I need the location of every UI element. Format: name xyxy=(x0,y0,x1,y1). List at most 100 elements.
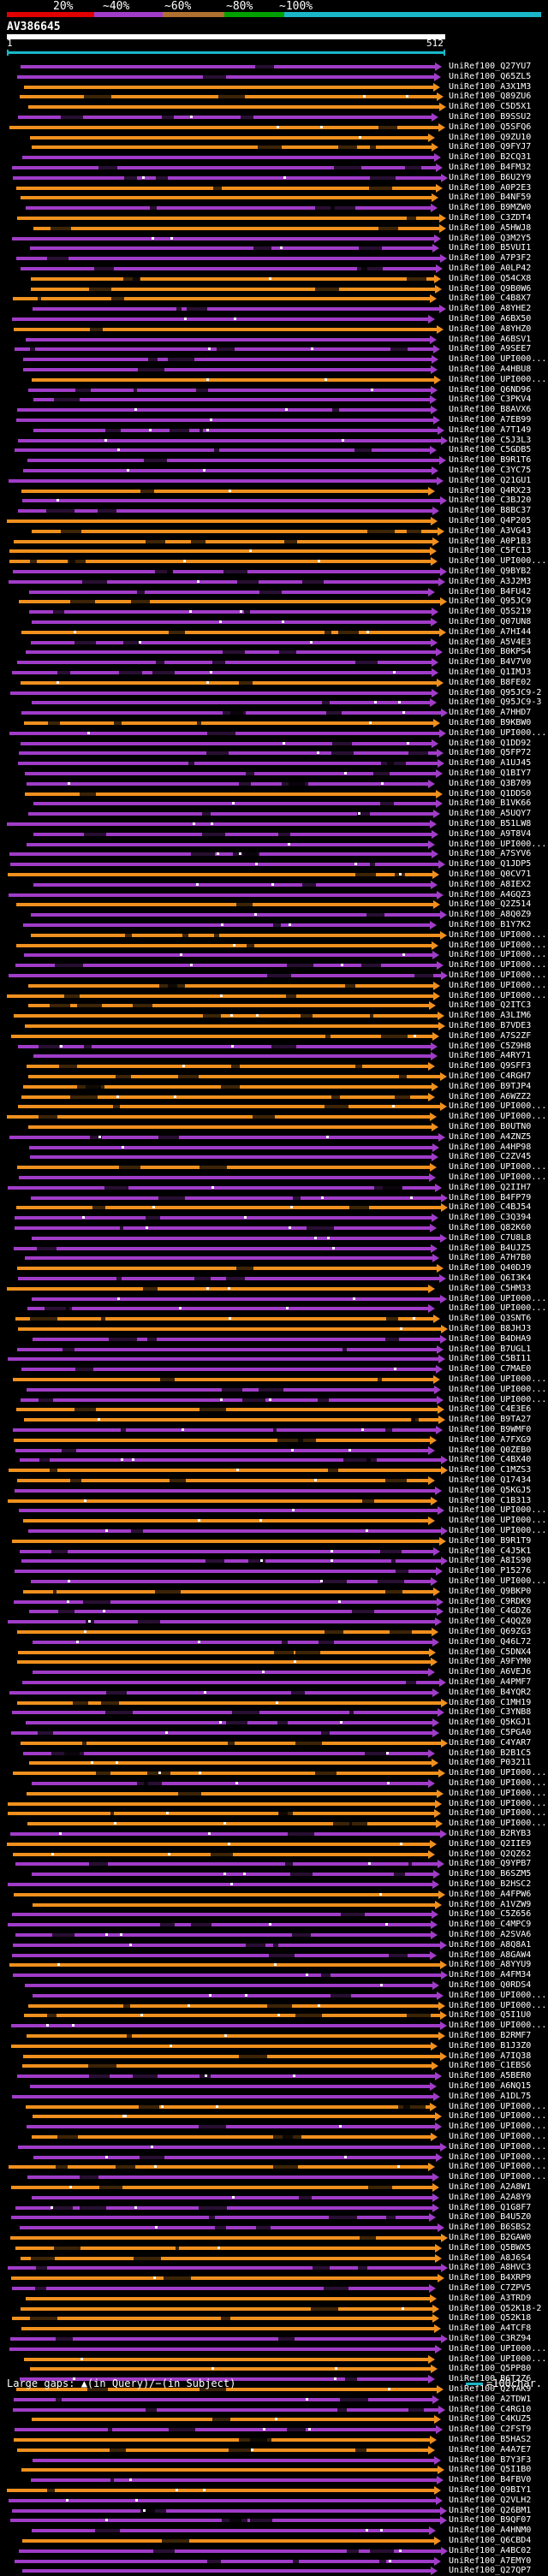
hit-label[interactable]: UniRef100_B2CQ31 xyxy=(449,152,532,163)
hit-label[interactable]: UniRef100_Q1BIY7 xyxy=(449,769,532,778)
hit-row[interactable]: UniRef100_Q89ZU6 xyxy=(0,92,548,102)
hit-label[interactable]: UniRef100_A2A8Y9 xyxy=(449,2192,532,2202)
hit-label[interactable]: UniRef100_B4UJZ5 xyxy=(449,1243,532,1253)
hit-label[interactable]: UniRef100_UPI000... xyxy=(449,1101,546,1112)
hit-label[interactable]: UniRef100_A5BER0 xyxy=(449,2071,532,2081)
hit-label[interactable]: UniRef100_C4B8X7 xyxy=(449,294,532,304)
hit-row[interactable]: UniRef100_Q5KGJ5 xyxy=(0,1486,548,1496)
hit-label[interactable]: UniRef100_Q54CX8 xyxy=(449,273,532,283)
hit-label[interactable]: UniRef100_C1EBS6 xyxy=(449,2061,532,2071)
hit-row[interactable]: UniRef100_A9SEE7 xyxy=(0,344,548,354)
hit-row[interactable]: UniRef100_P03211 xyxy=(0,1758,548,1768)
hit-label[interactable]: UniRef100_A0P1B3 xyxy=(449,536,532,546)
hit-label[interactable]: UniRef100_B2GAW0 xyxy=(449,2233,532,2242)
hit-row[interactable]: UniRef100_Q40DJ9 xyxy=(0,1263,548,1273)
hit-label[interactable]: UniRef100_B8FE02 xyxy=(449,677,532,687)
hit-row[interactable]: UniRef100_Q5S219 xyxy=(0,607,548,617)
hit-row[interactable]: UniRef100_B9TJP4 xyxy=(0,1082,548,1092)
hit-row[interactable]: UniRef100_C3BJ20 xyxy=(0,496,548,506)
hit-row[interactable]: UniRef100_A4TCF8 xyxy=(0,2324,548,2334)
hit-label[interactable]: UniRef100_Q2QZ62 xyxy=(449,1849,532,1859)
hit-label[interactable]: UniRef100_B9MZW0 xyxy=(449,203,532,213)
hit-row[interactable]: UniRef100_A5V4E3 xyxy=(0,638,548,648)
hit-label[interactable]: UniRef100_C4J5K1 xyxy=(449,1546,532,1556)
hit-label[interactable]: UniRef100_Q07UN8 xyxy=(449,617,532,626)
hit-row[interactable]: UniRef100_UPI000... xyxy=(0,1303,548,1314)
hit-row[interactable]: UniRef100_UPI000... xyxy=(0,1374,548,1385)
hit-row[interactable]: UniRef100_Q2IIH7 xyxy=(0,1183,548,1193)
hit-row[interactable]: UniRef100_Q9FYJ7 xyxy=(0,142,548,152)
hit-label[interactable]: UniRef100_Q5KGJ5 xyxy=(449,1485,532,1495)
hit-row[interactable]: UniRef100_A2TDW1 xyxy=(0,2395,548,2405)
hit-label[interactable]: UniRef100_UPI000... xyxy=(449,1819,546,1829)
hit-label[interactable]: UniRef100_UPI000... xyxy=(449,1516,546,1526)
hit-row[interactable]: UniRef100_A7T149 xyxy=(0,425,548,436)
hit-row[interactable]: UniRef100_A4HP98 xyxy=(0,1143,548,1153)
hit-label[interactable]: UniRef100_Q5I1U0 xyxy=(449,2010,532,2021)
hit-row[interactable]: UniRef100_B9QF07 xyxy=(0,2515,548,2526)
hit-label[interactable]: UniRef100_A7H7B0 xyxy=(449,1253,532,1263)
hit-row[interactable]: UniRef100_UPI000... xyxy=(0,1991,548,2001)
hit-label[interactable]: UniRef100_B4XRP9 xyxy=(449,2273,532,2283)
hit-label[interactable]: UniRef100_UPI000... xyxy=(449,1778,546,1788)
hit-row[interactable]: UniRef100_B4XRP9 xyxy=(0,2273,548,2283)
hit-label[interactable]: UniRef100_B2B1C5 xyxy=(449,1748,532,1758)
hit-label[interactable]: UniRef100_C5PGA0 xyxy=(449,1728,532,1737)
hit-label[interactable]: UniRef100_C4E3E6 xyxy=(449,1404,532,1415)
hit-label[interactable]: UniRef100_A8IS90 xyxy=(449,1556,532,1566)
hit-label[interactable]: UniRef100_UPI000... xyxy=(449,2132,546,2141)
hit-label[interactable]: UniRef100_B2HSC2 xyxy=(449,1879,532,1889)
hit-label[interactable]: UniRef100_UPI000... xyxy=(449,1112,546,1122)
hit-row[interactable]: UniRef100_A3TRD9 xyxy=(0,2294,548,2304)
hit-row[interactable]: UniRef100_B9WMF0 xyxy=(0,1425,548,1435)
hit-label[interactable]: UniRef100_Q2Z514 xyxy=(449,899,532,910)
hit-label[interactable]: UniRef100_C7MAE0 xyxy=(449,1364,532,1374)
hit-row[interactable]: UniRef100_B7UGL1 xyxy=(0,1344,548,1355)
hit-label[interactable]: UniRef100_C2FST9 xyxy=(449,2425,532,2435)
hit-row[interactable]: UniRef100_C4BJ54 xyxy=(0,1202,548,1213)
hit-label[interactable]: UniRef100_C2ZV45 xyxy=(449,1152,532,1162)
hit-row[interactable]: UniRef100_C5HM33 xyxy=(0,1284,548,1294)
hit-label[interactable]: UniRef100_UPI000... xyxy=(449,990,546,1000)
hit-row[interactable]: UniRef100_UPI000... xyxy=(0,2001,548,2011)
hit-row[interactable]: UniRef100_UPI000... xyxy=(0,2172,548,2182)
hit-row[interactable]: UniRef100_B4V7V0 xyxy=(0,657,548,668)
hit-row[interactable]: UniRef100_B8JHJ3 xyxy=(0,1324,548,1334)
hit-row[interactable]: UniRef100_Q5FP72 xyxy=(0,748,548,758)
hit-label[interactable]: UniRef100_A2A8W1 xyxy=(449,2182,532,2192)
hit-row[interactable]: UniRef100_A0P2E3 xyxy=(0,183,548,193)
hit-row[interactable]: UniRef100_B4FM32 xyxy=(0,163,548,173)
hit-label[interactable]: UniRef100_C4BJ54 xyxy=(449,1202,532,1213)
hit-label[interactable]: UniRef100_Q95JC9-2 xyxy=(449,687,542,697)
hit-label[interactable]: UniRef100_A7EB99 xyxy=(449,415,532,424)
hit-row[interactable]: UniRef100_A4BC02 xyxy=(0,2546,548,2556)
hit-label[interactable]: UniRef100_UPI000... xyxy=(449,1808,546,1819)
hit-row[interactable]: UniRef100_B2RYB3 xyxy=(0,1829,548,1839)
hit-row[interactable]: UniRef100_Q4RX23 xyxy=(0,486,548,496)
hit-label[interactable]: UniRef100_A7SYV6 xyxy=(449,849,532,859)
hit-label[interactable]: UniRef100_A4FM34 xyxy=(449,1970,532,1980)
hit-label[interactable]: UniRef100_A1VZW9 xyxy=(449,1899,532,1909)
hit-row[interactable]: UniRef100_B2CQ31 xyxy=(0,152,548,163)
hit-label[interactable]: UniRef100_B6U2Y9 xyxy=(449,172,532,182)
hit-label[interactable]: UniRef100_Q46L72 xyxy=(449,1636,532,1647)
hit-row[interactable]: UniRef100_Q6CBD4 xyxy=(0,2536,548,2546)
hit-row[interactable]: UniRef100_A7HI44 xyxy=(0,627,548,638)
hit-label[interactable]: UniRef100_UPI000... xyxy=(449,556,546,567)
hit-label[interactable]: UniRef100_A8GAW4 xyxy=(449,1950,532,1960)
hit-label[interactable]: UniRef100_C7U8L8 xyxy=(449,1232,532,1243)
hit-row[interactable]: UniRef100_UPI000... xyxy=(0,991,548,1001)
hit-label[interactable]: UniRef100_Q2IIH7 xyxy=(449,1182,532,1192)
hit-row[interactable]: UniRef100_UPI000... xyxy=(0,1101,548,1112)
hit-label[interactable]: UniRef100_UPI000... xyxy=(449,2343,546,2353)
hit-label[interactable]: UniRef100_Q82K60 xyxy=(449,1223,532,1232)
hit-row[interactable]: UniRef100_C4B8X7 xyxy=(0,294,548,304)
hit-row[interactable]: UniRef100_Q9BIY1 xyxy=(0,2485,548,2496)
hit-row[interactable]: UniRef100_UPI000... xyxy=(0,1112,548,1122)
hit-row[interactable]: UniRef100_UPI000... xyxy=(0,1526,548,1536)
hit-row[interactable]: UniRef100_A7EB99 xyxy=(0,415,548,425)
hit-label[interactable]: UniRef100_Q5BWX5 xyxy=(449,2242,532,2253)
hit-label[interactable]: UniRef100_UPI000... xyxy=(449,2172,546,2182)
hit-row[interactable]: UniRef100_B9TA27 xyxy=(0,1415,548,1425)
hit-label[interactable]: UniRef100_Q3B709 xyxy=(449,778,532,788)
